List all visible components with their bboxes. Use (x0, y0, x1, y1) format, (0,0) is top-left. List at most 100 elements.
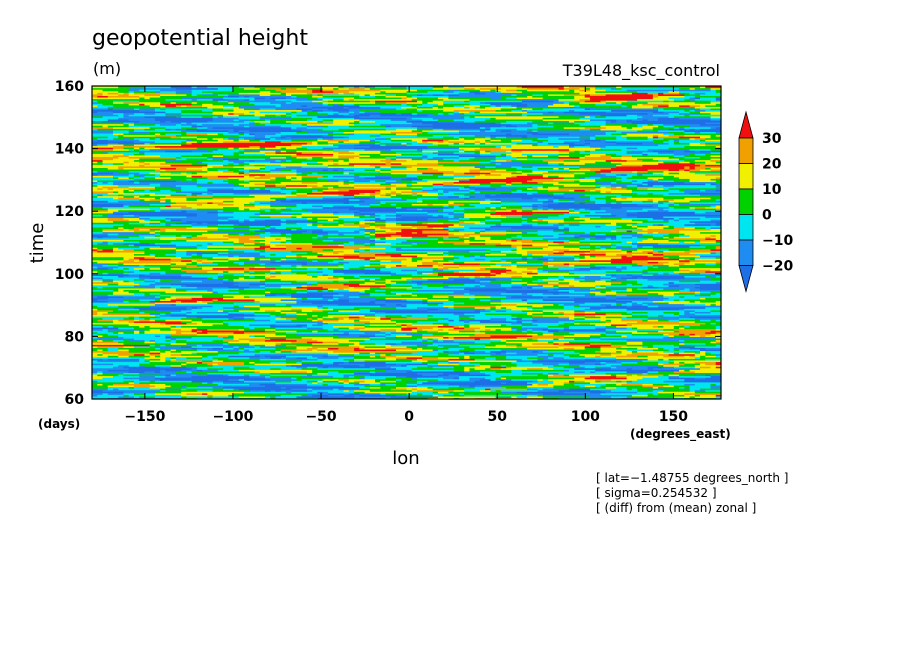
heatmap-cell (626, 283, 633, 286)
heatmap-cell (715, 292, 721, 295)
heatmap-cell (500, 348, 512, 352)
heatmap-cell (610, 258, 628, 261)
heatmap-cell (123, 300, 130, 303)
heatmap-cell (511, 269, 539, 272)
heatmap-cell (343, 367, 350, 370)
heatmap-cell (631, 325, 654, 328)
heatmap-cell (285, 361, 298, 364)
heatmap-cell (170, 358, 177, 361)
heatmap-cell (348, 284, 355, 287)
heatmap-cell (285, 391, 292, 394)
heatmap-cell (679, 273, 691, 276)
heatmap-cell (107, 369, 119, 372)
heatmap-cell (133, 261, 156, 264)
heatmap-cell (233, 391, 245, 394)
heatmap-cell (500, 323, 507, 327)
heatmap-cell (333, 255, 360, 258)
heatmap-cell (380, 383, 387, 386)
heatmap-cell (375, 333, 387, 336)
heatmap-cell (437, 384, 444, 388)
heatmap-cell (406, 283, 413, 286)
heatmap-cell (668, 331, 706, 334)
heatmap-cell (495, 287, 502, 291)
heatmap-cell (348, 331, 360, 334)
heatmap-cell (422, 355, 465, 358)
heatmap-cell (631, 373, 638, 377)
heatmap-cell (642, 345, 649, 348)
heatmap-cell (217, 358, 235, 361)
heatmap-cell (647, 392, 654, 395)
heatmap-cell (233, 347, 240, 350)
heatmap-cell (317, 350, 334, 353)
heatmap-cell (92, 367, 98, 370)
heatmap-cell (715, 319, 721, 322)
heatmap-cell (175, 286, 198, 289)
heatmap-cell (160, 297, 166, 300)
heatmap-cell (553, 311, 560, 314)
heatmap-cell (259, 328, 266, 331)
heatmap-cell (453, 272, 465, 275)
heatmap-cell (453, 281, 465, 284)
heatmap-cell (600, 353, 612, 356)
heatmap-cell (264, 265, 271, 269)
heatmap-cell (663, 298, 675, 301)
heatmap-cell (437, 353, 444, 356)
heatmap-cell (196, 323, 203, 327)
heatmap-cell (233, 305, 240, 308)
heatmap-cell (626, 388, 633, 391)
heatmap-cell (118, 384, 135, 388)
heatmap-cell (196, 397, 224, 399)
heatmap-cell (270, 356, 277, 359)
heatmap-cell (123, 397, 135, 399)
heatmap-cell (380, 342, 387, 345)
heatmap-cell (616, 359, 623, 363)
heatmap-cell (469, 289, 476, 292)
heatmap-cell (301, 306, 318, 309)
heatmap-cell (333, 316, 350, 319)
heatmap-cell (254, 383, 261, 386)
heatmap-cell (364, 316, 381, 319)
heatmap-cell (306, 392, 324, 395)
heatmap-cell (469, 295, 491, 298)
heatmap-cell (553, 395, 565, 399)
heatmap-cell (186, 353, 193, 356)
heatmap-cell (700, 295, 706, 298)
heatmap-cell (684, 355, 691, 358)
heatmap-cell (369, 317, 376, 320)
heatmap-cell (474, 284, 481, 287)
heatmap-cell (244, 264, 256, 267)
heatmap-cell (128, 391, 156, 394)
heatmap-cell (542, 272, 554, 275)
heatmap-cell (223, 391, 235, 394)
heatmap-cell (621, 276, 633, 280)
heatmap-cell (516, 305, 533, 308)
heatmap-cell (469, 377, 486, 380)
heatmap-cell (149, 353, 156, 356)
heatmap-cell (112, 276, 119, 280)
heatmap-cell (186, 378, 193, 381)
heatmap-cell (500, 264, 512, 267)
heatmap-cell (658, 352, 670, 355)
heatmap-cell (521, 256, 528, 259)
heatmap-cell (259, 258, 271, 261)
heatmap-cell (694, 292, 701, 295)
heatmap-cell (411, 325, 439, 328)
heatmap-cell (406, 389, 413, 392)
heatmap-cell (553, 386, 570, 389)
heatmap-cell (427, 309, 444, 312)
heatmap-cell (595, 386, 607, 389)
heatmap-cell (212, 292, 240, 295)
heatmap-cell (715, 262, 721, 266)
heatmap-cell (479, 314, 491, 317)
heatmap-cell (264, 286, 271, 289)
heatmap-cell (642, 309, 649, 312)
heatmap-cell (427, 287, 434, 291)
heatmap-cell (432, 322, 444, 325)
heatmap-cell (275, 389, 282, 392)
heatmap-cell (354, 355, 360, 358)
heatmap-cell (107, 255, 114, 258)
heatmap-cell (500, 305, 518, 308)
heatmap-cell (532, 276, 539, 280)
heatmap-cell (133, 395, 140, 399)
heatmap-cell (359, 342, 371, 345)
